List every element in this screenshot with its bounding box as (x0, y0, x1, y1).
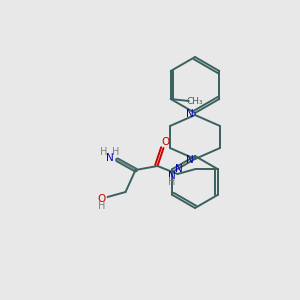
Text: H: H (100, 147, 107, 157)
Text: CH₃: CH₃ (186, 97, 203, 106)
Text: O: O (161, 137, 169, 147)
Text: N: N (186, 109, 194, 119)
Text: O: O (98, 194, 106, 204)
Text: H: H (98, 201, 105, 211)
Text: N: N (175, 164, 182, 174)
Text: N: N (168, 171, 176, 181)
Text: H: H (168, 177, 175, 187)
Text: N: N (186, 155, 194, 165)
Text: N: N (106, 153, 113, 163)
Text: H: H (112, 147, 119, 157)
